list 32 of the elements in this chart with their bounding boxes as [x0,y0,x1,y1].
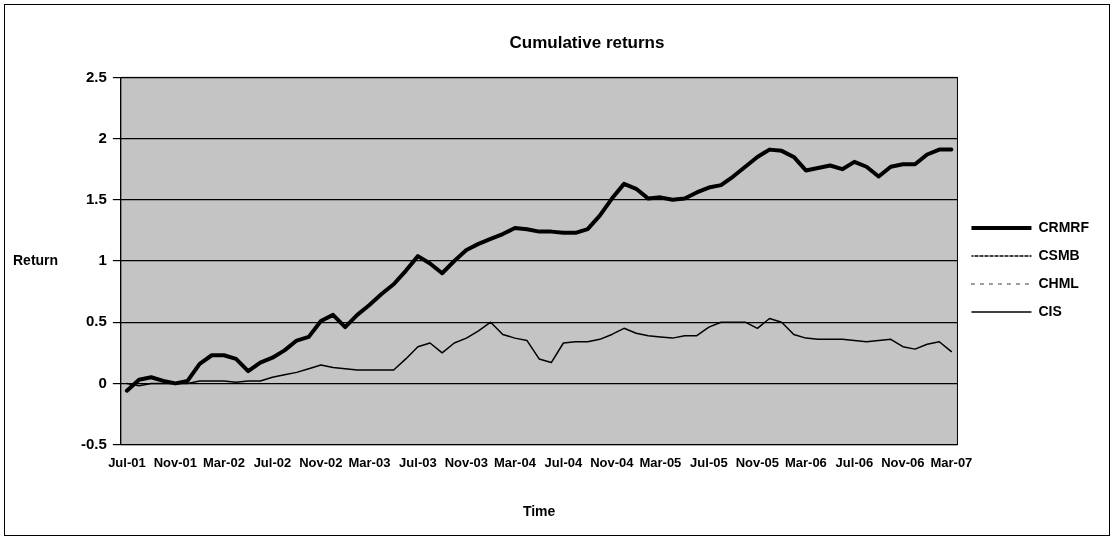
y-tick-label: 0.5 [85,312,107,330]
x-tick-label: Mar-04 [493,454,537,470]
x-tick-label: Nov-04 [590,454,635,470]
y-axis-title: Return [13,251,59,268]
y-tick-label: 2.5 [85,67,107,85]
x-tick-label: Jul-03 [399,454,437,470]
x-tick-label: Jul-05 [690,454,728,470]
x-axis-title: Time [522,503,556,520]
legend-label: CHML [1038,274,1080,291]
chart-title: Cumulative returns [509,32,665,52]
x-tick-label: Mar-02 [202,454,245,470]
x-tick-label: Nov-02 [299,454,343,470]
x-tick-label: Jul-01 [108,454,146,470]
y-tick-label: 0 [98,373,107,391]
legend-label: CIS [1038,302,1062,319]
x-tick-label: Mar-07 [930,454,973,470]
x-tick-label: Mar-03 [348,454,391,470]
x-tick-label: Nov-03 [444,454,489,470]
legend-label: CSMB [1038,246,1080,263]
y-tick-label: 1 [98,251,107,269]
x-tick-label: Jul-06 [835,454,874,470]
x-tick-label: Nov-01 [153,454,198,470]
y-tick-label: -0.5 [80,434,107,452]
legend-label: CRMRF [1038,218,1090,235]
x-tick-label: Nov-05 [735,454,780,470]
x-tick-label: Mar-06 [784,454,827,470]
x-tick-label: Jul-04 [544,454,583,470]
y-tick-label: 1.5 [85,189,107,207]
x-tick-label: Nov-06 [881,454,925,470]
x-tick-label: Jul-02 [253,454,292,470]
x-tick-label: Mar-05 [639,454,682,470]
y-tick-label: 2 [98,128,107,146]
